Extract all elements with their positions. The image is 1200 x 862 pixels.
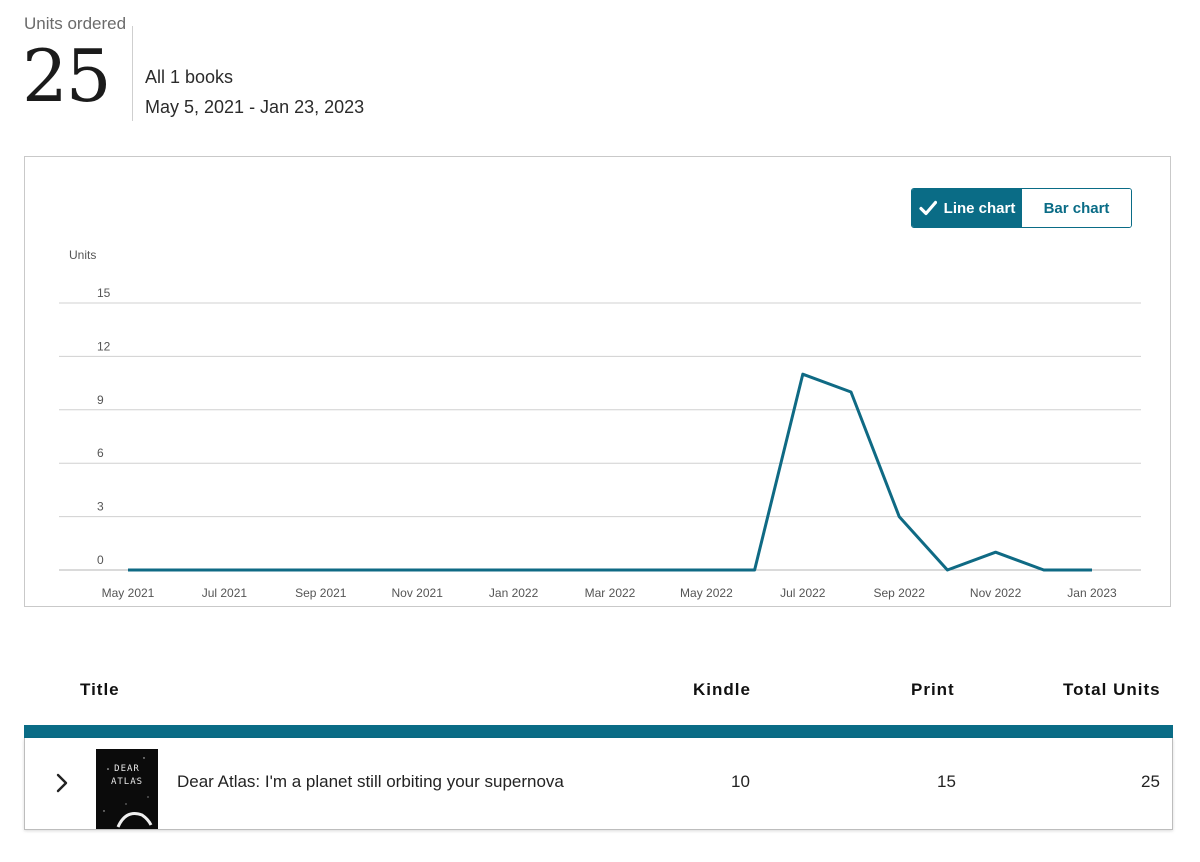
- data-point[interactable]: [941, 564, 953, 576]
- data-point[interactable]: [845, 386, 857, 398]
- y-tick-label: 0: [97, 553, 104, 567]
- units-ordered-value: 25: [22, 34, 112, 118]
- data-point[interactable]: [604, 564, 616, 576]
- data-point[interactable]: [122, 564, 134, 576]
- total-units: 25: [1141, 772, 1160, 791]
- line-chart: Units 15 12 9 6 3 0 May 2021 Jul 2021 Sep 2021 N…: [59, 248, 1141, 600]
- books-filter-text: All 1 books: [145, 67, 234, 87]
- data-point[interactable]: [459, 564, 471, 576]
- y-axis-label: Units: [69, 248, 96, 262]
- data-point[interactable]: [797, 368, 809, 380]
- column-header-kindle[interactable]: Kindle: [693, 680, 751, 699]
- table-row: DEAR ATLAS Dear Atlas: I'm a planet stil…: [24, 738, 1173, 830]
- x-tick-label: Jan 2023: [1067, 586, 1117, 600]
- data-point[interactable]: [1086, 564, 1098, 576]
- y-tick-label: 15: [97, 286, 111, 300]
- data-point[interactable]: [749, 564, 761, 576]
- data-point[interactable]: [1038, 564, 1050, 576]
- x-tick-label: Jul 2021: [202, 586, 248, 600]
- print-units: 15: [937, 772, 956, 791]
- x-tick-label: Sep 2022: [874, 586, 926, 600]
- summary-label: Units ordered: [24, 14, 127, 33]
- data-point[interactable]: [267, 564, 279, 576]
- data-point[interactable]: [508, 564, 520, 576]
- bar-chart-label: Bar chart: [1043, 199, 1110, 217]
- cover-moon-icon: [103, 757, 153, 828]
- y-tick-label: 9: [97, 393, 104, 407]
- data-point[interactable]: [700, 564, 712, 576]
- date-range-text: May 5, 2021 - Jan 23, 2023: [145, 97, 365, 117]
- series-line: [128, 372, 1092, 572]
- data-point[interactable]: [218, 564, 230, 576]
- x-tick-label: Jan 2022: [489, 586, 539, 600]
- column-header-title[interactable]: Title: [80, 680, 120, 699]
- chart-panel: Units 15 12 9 6 3 0 May 2021 Jul 2021 Sep 2021 N…: [24, 156, 1171, 607]
- chevron-right-icon[interactable]: [53, 772, 71, 794]
- book-cover-text: DEAR ATLAS: [110, 764, 144, 787]
- x-tick-label: May 2022: [680, 586, 733, 600]
- data-point[interactable]: [556, 564, 568, 576]
- data-point[interactable]: [411, 564, 423, 576]
- x-tick-label: Jul 2022: [780, 586, 826, 600]
- data-point[interactable]: [170, 564, 182, 576]
- table-header-bar: [24, 725, 1173, 738]
- x-tick-label: Sep 2021: [295, 586, 347, 600]
- bar-chart-button[interactable]: Bar chart: [1022, 189, 1131, 227]
- book-title[interactable]: Dear Atlas: I'm a planet still orbiting …: [177, 772, 564, 791]
- line-chart-button[interactable]: Line chart: [912, 189, 1022, 227]
- x-tick-label: Mar 2022: [585, 586, 636, 600]
- data-point[interactable]: [893, 511, 905, 523]
- column-header-print[interactable]: Print: [911, 680, 955, 699]
- data-point[interactable]: [315, 564, 327, 576]
- y-tick-label: 12: [97, 339, 111, 353]
- chart-type-toggle: Line chart Bar chart: [911, 188, 1132, 228]
- kindle-units: 10: [731, 772, 750, 791]
- line-chart-label: Line chart: [943, 199, 1016, 217]
- column-header-total-units[interactable]: Total Units: [1063, 680, 1161, 699]
- y-tick-label: 6: [97, 446, 104, 460]
- x-tick-label: Nov 2022: [970, 586, 1022, 600]
- x-tick-label: May 2021: [102, 586, 155, 600]
- data-point[interactable]: [363, 564, 375, 576]
- book-cover-image: DEAR ATLAS: [96, 749, 158, 829]
- summary-divider: [132, 26, 133, 121]
- x-tick-label: Nov 2021: [392, 586, 444, 600]
- data-point[interactable]: [652, 564, 664, 576]
- check-icon: [919, 200, 937, 216]
- data-point[interactable]: [990, 546, 1002, 558]
- y-tick-label: 3: [97, 500, 104, 514]
